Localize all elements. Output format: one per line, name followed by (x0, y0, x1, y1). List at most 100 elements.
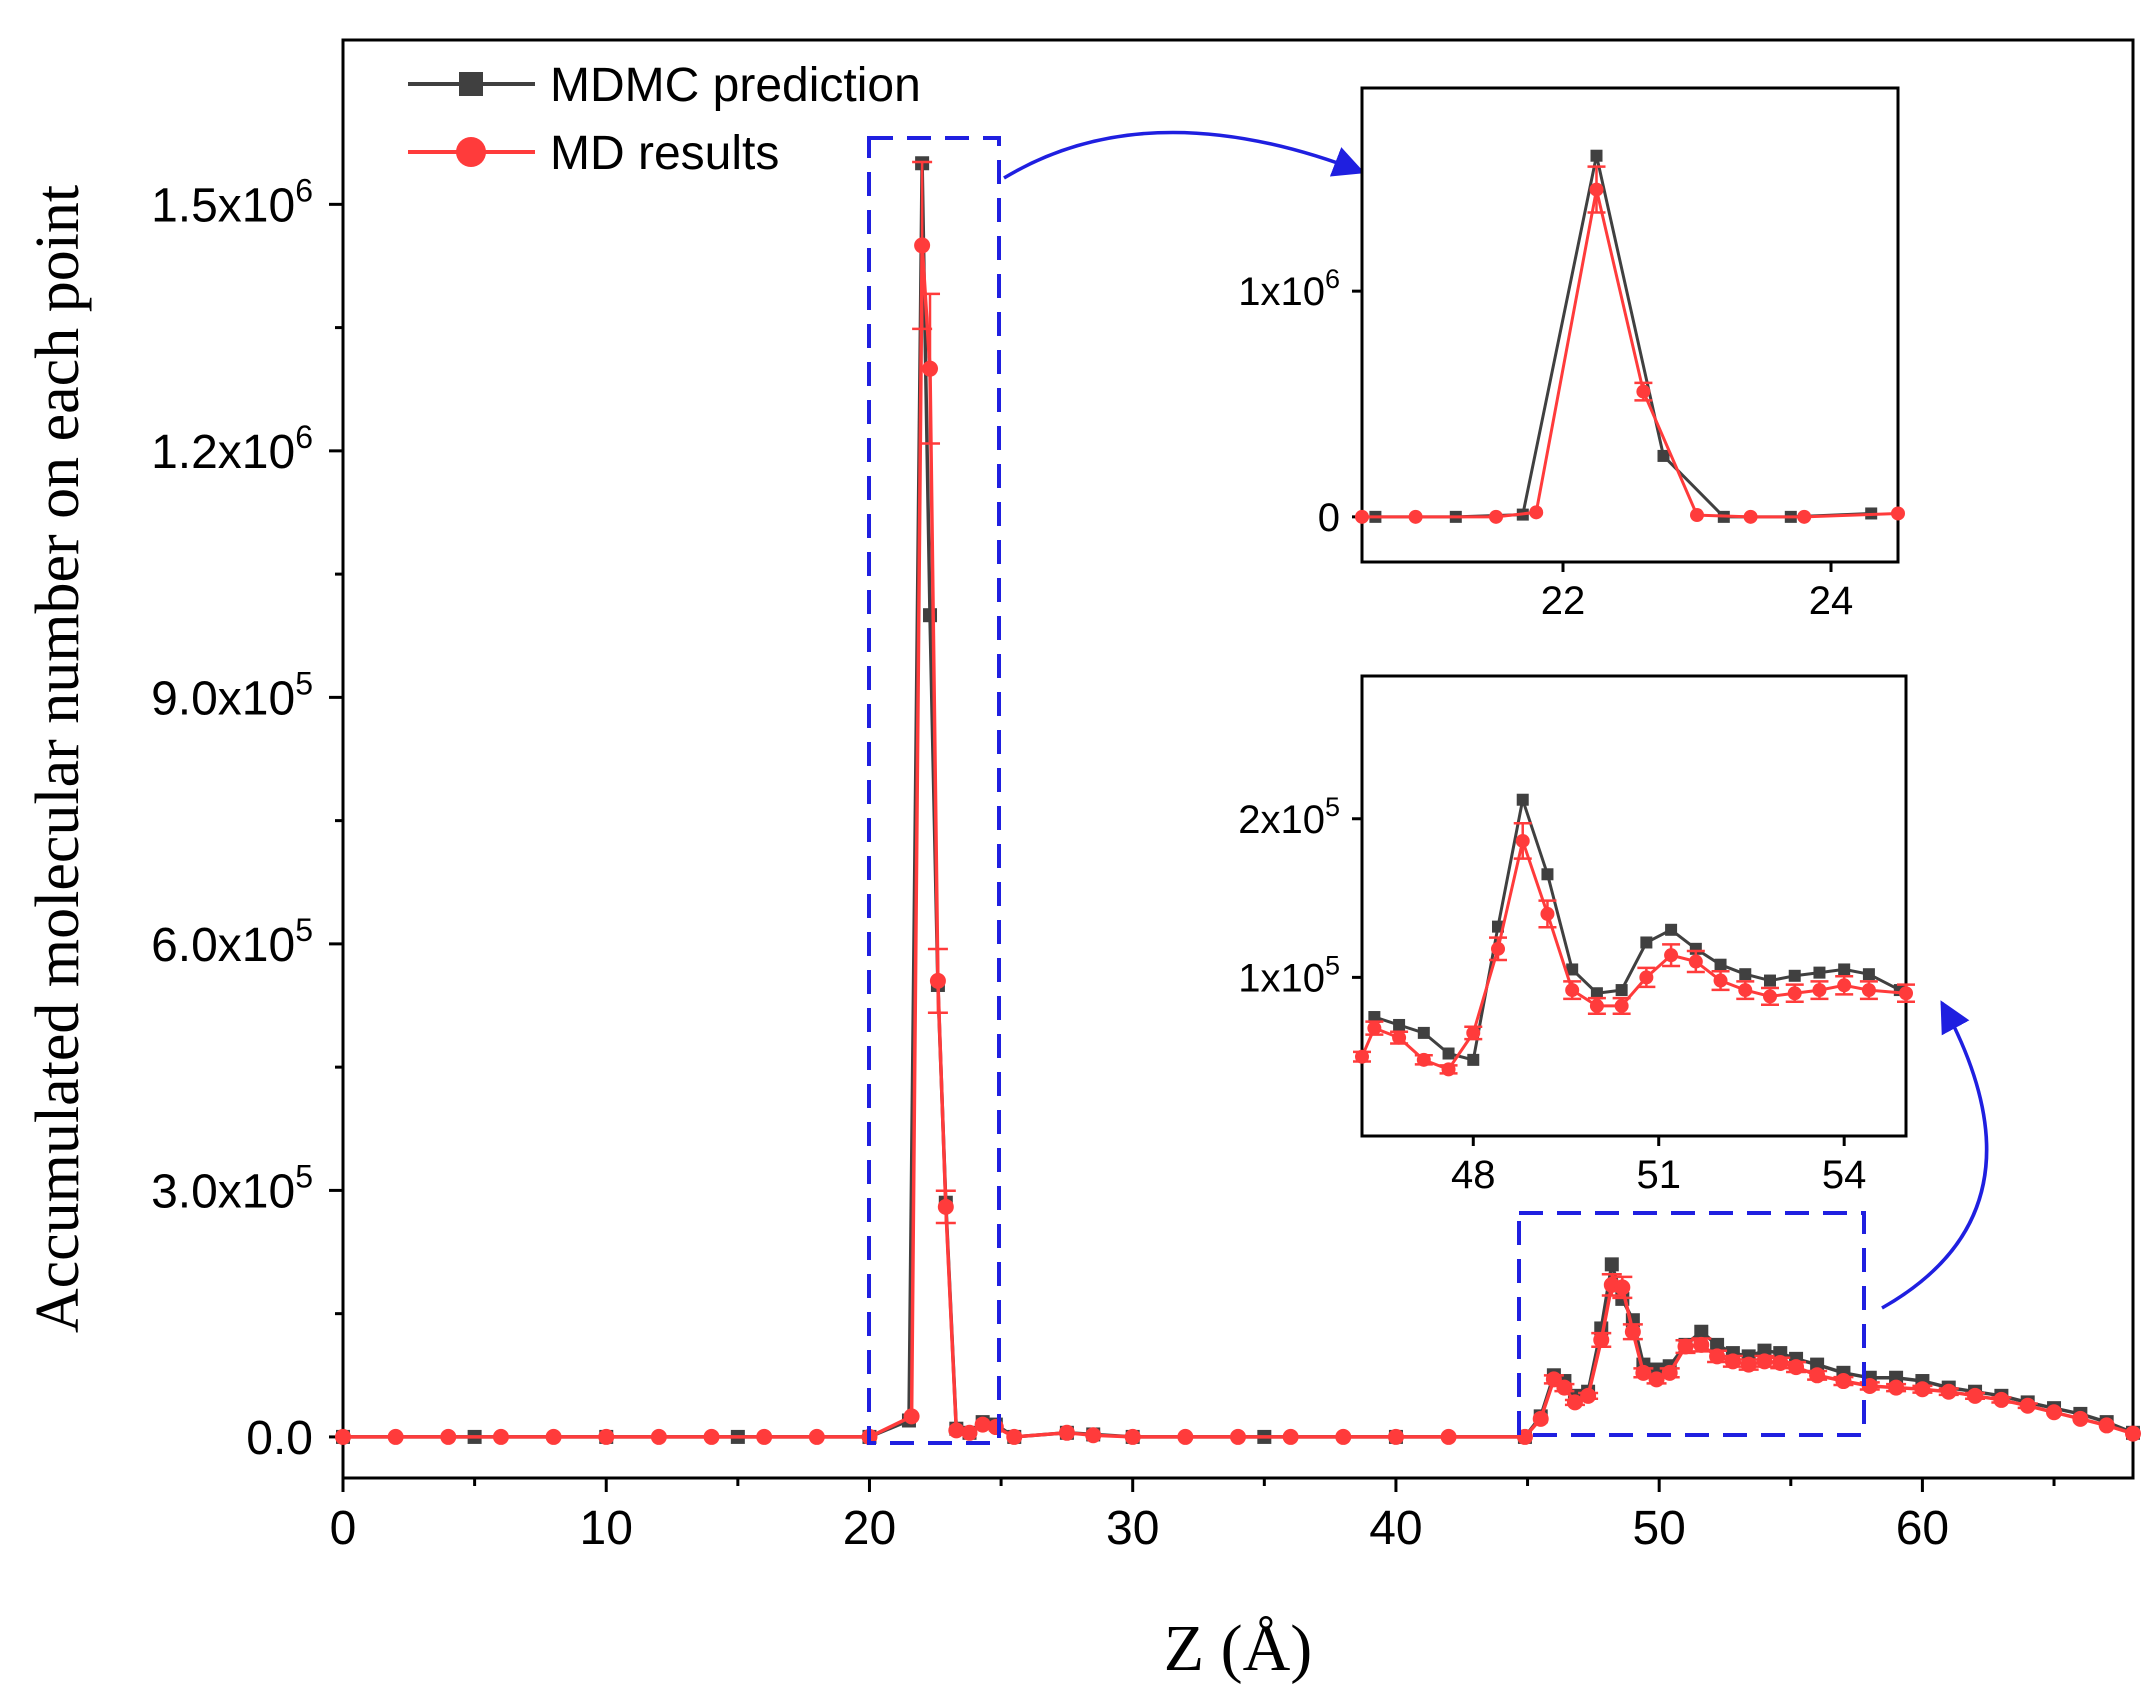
y-tick-exponent: 5 (295, 1158, 313, 1194)
y-tick-label: 1.5x106 (151, 172, 313, 232)
data-point-md (1812, 983, 1827, 998)
x-tick-label: 0 (330, 1502, 357, 1555)
x-tick-label: 50 (1632, 1502, 1685, 1555)
data-point-md (1416, 1052, 1431, 1067)
data-point-md (1565, 983, 1580, 998)
data-point-md (1614, 998, 1629, 1013)
data-point-md (1693, 1336, 1710, 1353)
data-point-md (1648, 1371, 1665, 1388)
data-point-md (1355, 1049, 1369, 1064)
data-point-mdmc (1590, 987, 1603, 1000)
data-point-mdmc (1714, 958, 1727, 971)
data-point-md (1124, 1428, 1141, 1445)
inset-1-y-tick-label: 1x106 (1238, 264, 1340, 314)
data-point-md (1756, 1353, 1773, 1370)
data-point-mdmc (1516, 793, 1529, 806)
data-point-md (1589, 182, 1604, 197)
data-point-md (1835, 1373, 1852, 1390)
data-point-md (1408, 509, 1423, 524)
data-point-md (1940, 1383, 1957, 1400)
data-point-mdmc (1739, 968, 1752, 981)
data-point-mdmc (1838, 963, 1851, 976)
data-point-mdmc (1590, 149, 1603, 162)
data-point-md (1515, 833, 1530, 848)
x-axis-title: Z (Å) (1164, 1612, 1312, 1685)
inset-1-frame (1360, 86, 1900, 564)
data-point-mdmc (1566, 963, 1579, 976)
data-point-md (1335, 1428, 1352, 1445)
data-point-mdmc (1541, 868, 1554, 881)
data-point-md (2098, 1417, 2115, 1434)
data-point-md (1664, 948, 1679, 963)
data-point-mdmc (1665, 923, 1678, 936)
data-point-md (1367, 1021, 1382, 1036)
inset-2-y-tick-labels: 1x105 2x105 (1238, 792, 1340, 1001)
data-point-md (1763, 989, 1777, 1004)
y-tick-mantissa: 1.5x10 (151, 179, 295, 232)
data-point-md (987, 1419, 1004, 1436)
data-point-md (1690, 508, 1704, 523)
data-point-md (1797, 509, 1812, 524)
data-point-md (2019, 1397, 2036, 1414)
data-point-md (598, 1428, 615, 1445)
data-point-md (1540, 906, 1555, 921)
main-series-group (335, 156, 2141, 1445)
data-point-mdmc (1604, 1257, 1619, 1272)
data-point-md (1891, 506, 1905, 521)
data-point-md (1635, 1364, 1652, 1381)
data-point-md (1580, 1387, 1597, 1404)
data-point-md (914, 237, 931, 254)
y-tick-exponent: 6 (295, 172, 313, 208)
data-point-md (703, 1428, 720, 1445)
data-point-md (1914, 1381, 1931, 1398)
data-point-md (808, 1428, 825, 1445)
data-point-md (1058, 1424, 1075, 1441)
data-point-md (1743, 509, 1758, 524)
x-tick-label: 10 (580, 1502, 633, 1555)
inset-2-x-tick-labels: 48 51 54 (1451, 1153, 1866, 1197)
data-point-md (335, 1428, 351, 1445)
data-point-md (903, 1408, 920, 1425)
inset-2-x-tick-label: 51 (1636, 1153, 1681, 1197)
data-point-md (1614, 1279, 1631, 1296)
data-point-md (1177, 1428, 1194, 1445)
x-tick-label: 20 (843, 1502, 896, 1555)
legend-circle-marker (456, 137, 486, 167)
data-point-md (1738, 983, 1753, 998)
data-point-md (1387, 1428, 1404, 1445)
y-tick-exponent: 5 (295, 912, 313, 948)
data-point-md (1392, 1030, 1407, 1045)
y-tick-mantissa: 1.2x10 (151, 426, 295, 479)
x-tick-label: 30 (1106, 1502, 1159, 1555)
y-tick-mantissa: 0.0 (246, 1412, 313, 1465)
zoom-arrow-2 (1881, 1000, 1989, 1310)
y-tick-label: 6.0x105 (151, 912, 313, 972)
inset-1-series-group (1355, 149, 1905, 524)
data-point-md (1787, 986, 1802, 1001)
data-point-md (1624, 1323, 1641, 1340)
data-point-md (1888, 1379, 1905, 1396)
y-tick-mantissa: 1x10 (1238, 956, 1325, 1000)
zoom-box-peak-2 (1517, 1211, 1866, 1437)
main-plot-frame (341, 38, 2135, 1480)
inset-1-x-tick-label: 22 (1541, 579, 1586, 623)
data-point-md (1593, 1331, 1610, 1348)
series-line-mdmc (1373, 798, 1901, 1062)
data-point-md (1491, 941, 1505, 956)
data-point-md (1589, 998, 1604, 1013)
data-point-md (1993, 1391, 2010, 1408)
data-point-md (1636, 384, 1651, 399)
data-point-md (650, 1428, 667, 1445)
data-point-md (1085, 1427, 1102, 1444)
data-point-md (1837, 978, 1852, 993)
data-point-md (974, 1416, 991, 1433)
y-tick-label: 3.0x105 (151, 1158, 313, 1218)
data-point-md (1713, 973, 1728, 988)
data-point-md (1788, 1359, 1805, 1376)
data-point-mdmc (1467, 1053, 1480, 1066)
data-point-md (1772, 1354, 1789, 1371)
inset-1-y-tick-label: 0 (1318, 496, 1340, 540)
series-line-md (1362, 188, 1899, 519)
y-tick-mantissa: 9.0x10 (151, 672, 295, 725)
data-point-md (1489, 509, 1503, 524)
